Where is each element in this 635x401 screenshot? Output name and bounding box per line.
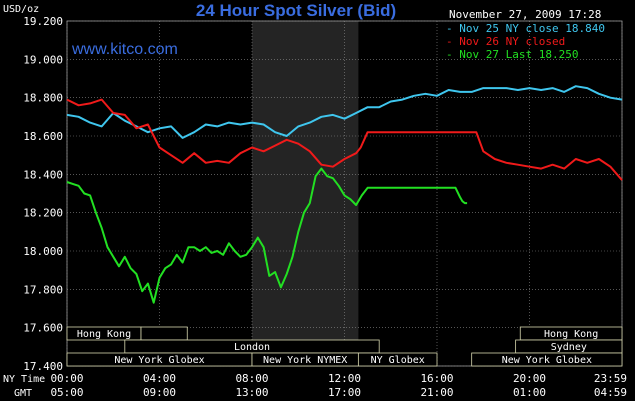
legend-nov27-label: Nov 27 Last 18.250 — [459, 48, 578, 61]
axes: 19.200 19.000 18.800 18.600 18.400 18.200 18.0… — [23, 15, 627, 399]
y-tick-label: 18.000 — [23, 245, 63, 258]
y-tick-label: 18.400 — [23, 168, 63, 181]
y-tick-label: 18.600 — [23, 130, 63, 143]
series-line-nov26 — [66, 98, 623, 181]
legend-nov26-label: Nov 26 NY closed — [459, 35, 565, 48]
y-tick-label: 17.400 — [23, 360, 63, 373]
x-tick-label-gmt: 01:00 — [513, 386, 546, 399]
gmt-label: GMT — [14, 388, 32, 399]
x-tick-label-gmt: 09:00 — [143, 386, 176, 399]
y-tick-label: 19.000 — [23, 53, 63, 66]
session-label: New York Globex — [114, 355, 204, 366]
session-label: Sydney — [551, 342, 587, 353]
x-tick-label-gmt: 05:00 — [50, 386, 83, 399]
session-label: London — [234, 342, 270, 353]
legend-nov25: - Nov 25 NY close 18.840 — [446, 22, 605, 35]
trading-sessions: Hong Kong Hong Kong London Sydney New York G… — [66, 326, 623, 367]
shaded-session-region — [252, 21, 359, 366]
session-label: New York Globex — [502, 355, 592, 366]
x-tick-label-gmt: 04:59 — [594, 386, 627, 399]
y-tick-label: 17.600 — [23, 322, 63, 335]
session-box — [357, 352, 438, 367]
ny-time-label: NY Time — [3, 374, 45, 385]
series-line-nov25 — [66, 85, 623, 139]
x-tick-label-ny: 23:59 — [594, 372, 627, 385]
x-tick-label-gmt: 17:00 — [328, 386, 361, 399]
x-tick-label-ny: 12:00 — [328, 372, 361, 385]
x-tick-label-gmt: 21:00 — [420, 386, 453, 399]
session-label: New York NYMEX — [263, 355, 347, 366]
legend-nov27-dash: - — [446, 48, 459, 61]
session-label: NY Globex — [371, 355, 425, 366]
y-tick-label: 18.200 — [23, 207, 63, 220]
nymex-shade — [252, 21, 359, 366]
legend: - Nov 25 NY close 18.840 - Nov 26 NY clo… — [446, 22, 605, 61]
x-tick-label-ny: 16:00 — [420, 372, 453, 385]
legend-nov25-label: Nov 25 NY close 18.840 — [459, 22, 605, 35]
session-box — [471, 352, 623, 367]
y-tick-label: 18.800 — [23, 92, 63, 105]
session-box — [140, 326, 188, 341]
x-tick-label-ny: 04:00 — [143, 372, 176, 385]
legend-nov26-dash: - — [446, 35, 459, 48]
series-lines — [66, 85, 623, 304]
site-watermark[interactable]: www.kitco.com — [71, 41, 178, 58]
y-tick-label: 17.800 — [23, 283, 63, 296]
x-tick-label-ny: 20:00 — [513, 372, 546, 385]
chart-title: 24 Hour Spot Silver (Bid) — [196, 1, 396, 20]
session-label: Hong Kong — [77, 329, 131, 340]
legend-nov25-dash: - — [446, 22, 459, 35]
x-tick-label-gmt: 13:00 — [235, 386, 268, 399]
legend-nov27: - Nov 27 Last 18.250 — [446, 48, 578, 61]
timestamp: November 27, 2009 17:28 — [449, 8, 601, 21]
y-tick-label: 19.200 — [23, 15, 63, 28]
legend-nov26: - Nov 26 NY closed — [446, 35, 565, 48]
series-line-nov27 — [66, 167, 468, 304]
x-tick-label-ny: 00:00 — [50, 372, 83, 385]
x-tick-label-ny: 08:00 — [235, 372, 268, 385]
y-axis-units: USD/oz — [3, 4, 39, 15]
session-label: Hong Kong — [544, 329, 598, 340]
